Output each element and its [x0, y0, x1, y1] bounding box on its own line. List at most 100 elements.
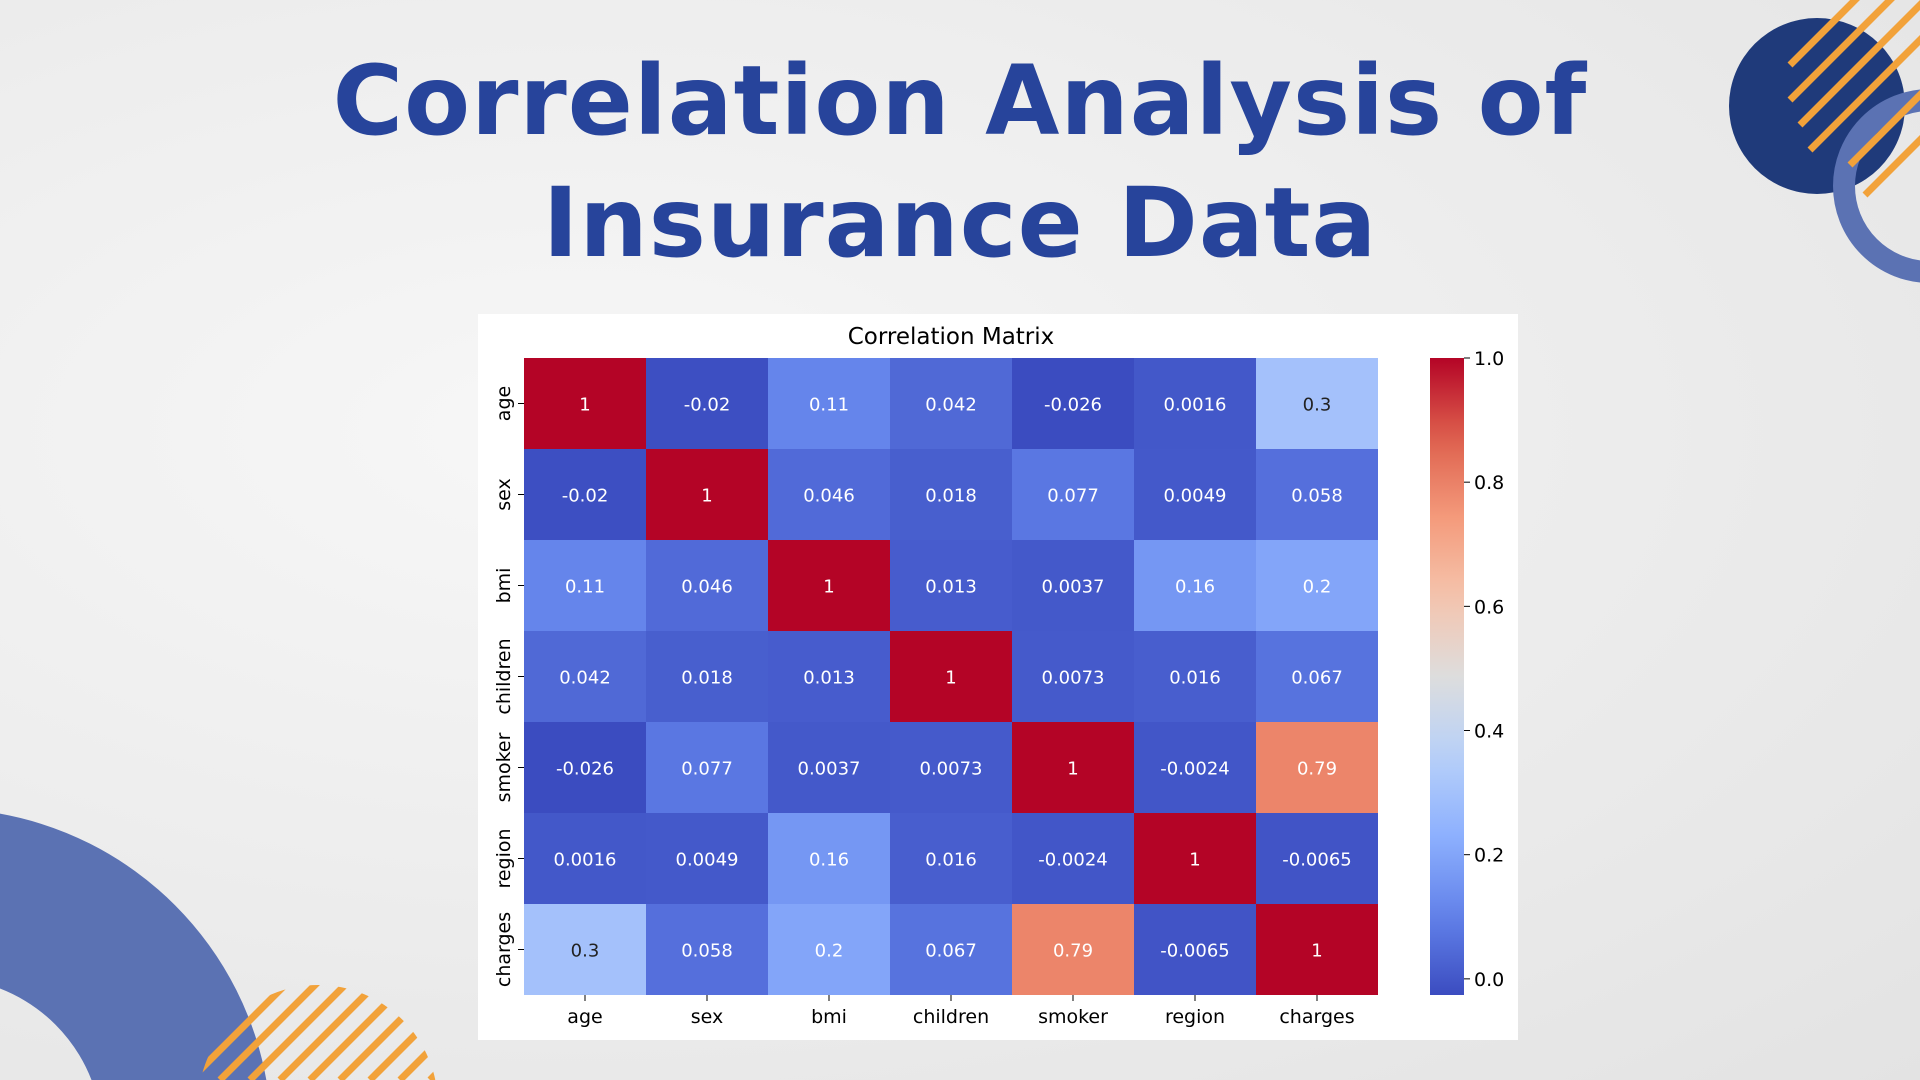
- cell-annotation: -0.02: [562, 486, 609, 507]
- x-tick-label: sex: [691, 1006, 724, 1028]
- cell-annotation: 0.79: [1053, 941, 1093, 962]
- heatmap-cell-sex-charges: [1256, 449, 1378, 540]
- heatmap-cell-charges-age: [524, 904, 646, 995]
- heatmap-cell-charges-sex: [646, 904, 768, 995]
- cell-annotation: 0.016: [925, 850, 977, 871]
- blue-arc-bottom-left: [0, 813, 267, 1080]
- heatmap-cell-charges-region: [1134, 904, 1256, 995]
- heatmap-cell-charges-smoker: [1012, 904, 1134, 995]
- cell-annotation: 1: [1067, 759, 1078, 780]
- chart-title: Correlation Matrix: [848, 324, 1055, 350]
- y-tick-label: children: [493, 638, 515, 714]
- cell-annotation: -0.0065: [1160, 941, 1229, 962]
- cell-annotation: 0.077: [1047, 486, 1099, 507]
- cell-annotation: 1: [579, 395, 590, 416]
- heatmap-cell-children-children: [890, 631, 1012, 722]
- heatmap-cell-charges-children: [890, 904, 1012, 995]
- cell-annotation: 0.018: [681, 668, 733, 689]
- cell-annotation: 1: [823, 577, 834, 598]
- heatmap-cell-sex-region: [1134, 449, 1256, 540]
- cell-annotation: 1: [1311, 941, 1322, 962]
- y-tick-label: region: [493, 828, 515, 888]
- heatmap-cell-bmi-sex: [646, 540, 768, 631]
- heatmap-cell-children-sex: [646, 631, 768, 722]
- heatmap-cell-age-region: [1134, 358, 1256, 449]
- cell-annotation: 0.11: [809, 395, 849, 416]
- cell-annotation: 0.058: [1291, 486, 1343, 507]
- heatmap-cell-sex-children: [890, 449, 1012, 540]
- cell-annotation: 0.042: [925, 395, 977, 416]
- chart-panel: Correlation Matrix 1 -0.02 0.11 0.042 -0.026 0…: [478, 314, 1518, 1040]
- y-tick-label: sex: [493, 478, 515, 511]
- heatmap-cell-age-charges: [1256, 358, 1378, 449]
- cell-annotation: 0.0037: [798, 759, 861, 780]
- cell-annotation: 1: [945, 668, 956, 689]
- cell-annotation: 0.16: [809, 850, 849, 871]
- heatmap-cell-smoker-sex: [646, 722, 768, 813]
- heatmap-cell-sex-bmi: [768, 449, 890, 540]
- cell-annotation: 0.067: [925, 941, 977, 962]
- heatmap-cell-bmi-smoker: [1012, 540, 1134, 631]
- heatmap-cell-region-smoker: [1012, 813, 1134, 904]
- colorbar-tick-label: 0.6: [1474, 596, 1504, 618]
- heatmap-cell-sex-age: [524, 449, 646, 540]
- heatmap-cell-region-bmi: [768, 813, 890, 904]
- heatmap-cell-smoker-children: [890, 722, 1012, 813]
- heatmap-cell-bmi-age: [524, 540, 646, 631]
- cell-annotation: 1: [1189, 850, 1200, 871]
- cell-annotation: -0.02: [684, 395, 731, 416]
- cell-annotation: 0.0073: [1042, 668, 1105, 689]
- heatmap-cell-sex-smoker: [1012, 449, 1134, 540]
- heatmap-cell-age-sex: [646, 358, 768, 449]
- cell-annotation: 0.058: [681, 941, 733, 962]
- cell-annotation: 0.046: [681, 577, 733, 598]
- heatmap-cell-sex-sex: [646, 449, 768, 540]
- cell-annotation: 0.013: [925, 577, 977, 598]
- y-tick-label: smoker: [493, 732, 515, 802]
- x-tick-label: age: [567, 1006, 602, 1028]
- correlation-heatmap: Correlation Matrix 1 -0.02 0.11 0.042 -0.026 0…: [493, 324, 1504, 1028]
- heatmap-cell-children-region: [1134, 631, 1256, 722]
- cell-annotation: 0.016: [1169, 668, 1221, 689]
- heatmap-cell-region-children: [890, 813, 1012, 904]
- colorbar-tick-label: 0.4: [1474, 721, 1504, 743]
- slide-title-line-2: Insurance Data: [542, 167, 1378, 279]
- heatmap-cell-children-charges: [1256, 631, 1378, 722]
- heatmap-cell-age-bmi: [768, 358, 890, 449]
- heatmap-cell-charges-bmi: [768, 904, 890, 995]
- cell-annotation: 0.042: [559, 668, 611, 689]
- cell-annotation: -0.026: [1044, 395, 1102, 416]
- cell-annotation: 0.11: [565, 577, 605, 598]
- cell-annotation: -0.0065: [1282, 850, 1351, 871]
- cell-annotation: 0.16: [1175, 577, 1215, 598]
- x-tick-label: charges: [1279, 1006, 1354, 1028]
- heatmap-cell-smoker-age: [524, 722, 646, 813]
- cell-annotation: -0.026: [556, 759, 614, 780]
- cell-annotation: -0.0024: [1038, 850, 1107, 871]
- x-tick-label: smoker: [1038, 1006, 1108, 1028]
- cell-annotation: 0.3: [1303, 395, 1332, 416]
- heatmap-cell-children-bmi: [768, 631, 890, 722]
- heatmap-cell-region-sex: [646, 813, 768, 904]
- heatmap-cell-bmi-bmi: [768, 540, 890, 631]
- colorbar-tick-label: 0.8: [1474, 472, 1504, 494]
- cell-annotation: 0.0049: [676, 850, 739, 871]
- y-tick-label: age: [493, 386, 515, 421]
- cell-annotation: 1: [701, 486, 712, 507]
- heatmap-cell-region-charges: [1256, 813, 1378, 904]
- cell-annotation: 0.067: [1291, 668, 1343, 689]
- heatmap-cell-age-children: [890, 358, 1012, 449]
- cell-annotation: 0.018: [925, 486, 977, 507]
- colorbar-tick-label: 0.0: [1474, 969, 1504, 991]
- colorbar-tick-label: 1.0: [1474, 348, 1504, 370]
- cell-annotation: 0.2: [815, 941, 844, 962]
- cell-annotation: 0.046: [803, 486, 855, 507]
- x-tick-label: bmi: [811, 1006, 847, 1028]
- cell-annotation: 0.077: [681, 759, 733, 780]
- heatmap-cell-charges-charges: [1256, 904, 1378, 995]
- heatmap-cell-smoker-bmi: [768, 722, 890, 813]
- y-tick-label: charges: [493, 912, 515, 987]
- heatmap-cell-smoker-smoker: [1012, 722, 1134, 813]
- heatmap-cell-bmi-children: [890, 540, 1012, 631]
- cell-annotation: 0.2: [1303, 577, 1332, 598]
